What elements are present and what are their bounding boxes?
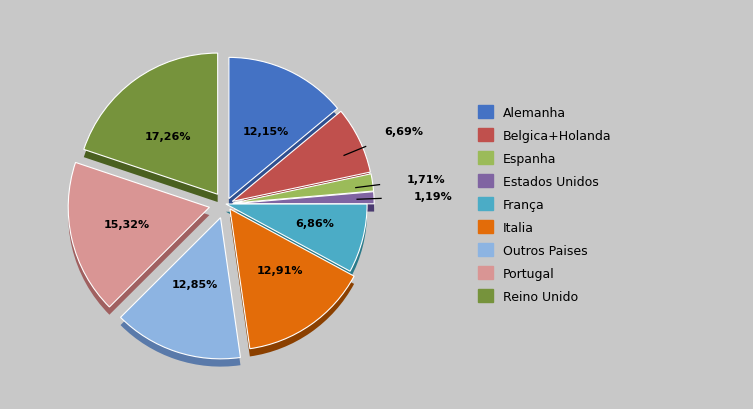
Wedge shape	[229, 66, 337, 207]
Text: 12,91%: 12,91%	[257, 265, 303, 275]
Text: 15,32%: 15,32%	[104, 219, 150, 229]
Wedge shape	[230, 209, 354, 349]
Wedge shape	[226, 204, 367, 272]
Text: 6,86%: 6,86%	[295, 219, 334, 229]
Wedge shape	[84, 54, 218, 195]
Wedge shape	[84, 62, 218, 202]
Wedge shape	[233, 192, 374, 204]
Wedge shape	[69, 171, 209, 315]
Text: 1,19%: 1,19%	[414, 192, 453, 202]
Text: 12,85%: 12,85%	[172, 279, 218, 289]
Text: 1,71%: 1,71%	[407, 174, 445, 184]
Wedge shape	[120, 226, 240, 367]
Wedge shape	[120, 218, 240, 359]
Wedge shape	[69, 163, 209, 307]
Wedge shape	[233, 174, 373, 204]
Wedge shape	[232, 112, 370, 202]
Wedge shape	[229, 58, 337, 199]
Wedge shape	[233, 182, 373, 211]
Text: 12,15%: 12,15%	[243, 127, 289, 137]
Wedge shape	[230, 217, 354, 357]
Wedge shape	[232, 120, 370, 210]
Wedge shape	[233, 200, 374, 212]
Legend: Alemanha, Belgica+Holanda, Espanha, Estados Unidos, França, Italia, Outros Paise: Alemanha, Belgica+Holanda, Espanha, Esta…	[473, 101, 617, 308]
Wedge shape	[226, 212, 367, 279]
Text: 6,69%: 6,69%	[384, 126, 423, 137]
Text: 17,26%: 17,26%	[145, 131, 191, 142]
